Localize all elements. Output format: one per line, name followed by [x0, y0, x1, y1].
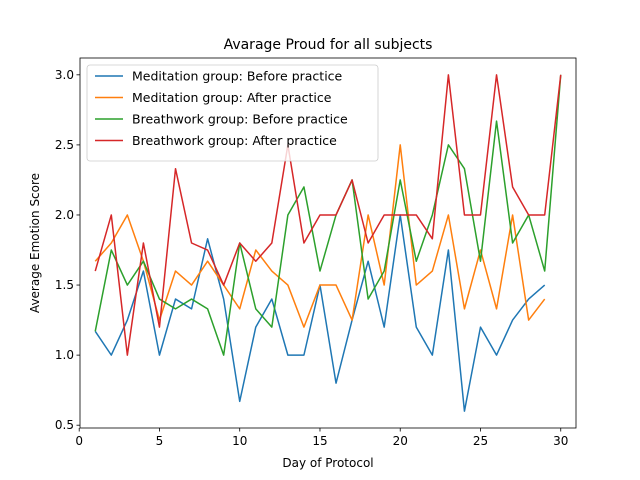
legend-label-4: Breathwork group: After practice [132, 133, 337, 148]
x-tick-label: 15 [312, 434, 327, 448]
y-tick-label: 1.0 [55, 348, 74, 362]
y-tick-label: 2.0 [55, 208, 74, 222]
series-line-2 [94, 144, 546, 328]
plot-frame [79, 57, 577, 429]
y-axis: 0.5 1.0 1.5 2.0 2.5 3.0 [55, 68, 80, 432]
x-axis: 0 5 10 15 20 25 30 [75, 428, 568, 448]
plot-lines [94, 74, 562, 412]
y-tick-label: 2.5 [55, 138, 74, 152]
y-tick-label: 0.5 [55, 418, 74, 432]
y-axis-label: Average Emotion Score [28, 173, 42, 313]
x-tick-label: 5 [156, 434, 164, 448]
legend-label-2: Meditation group: After practice [132, 90, 332, 105]
legend-label-1: Meditation group: Before practice [132, 69, 343, 84]
x-axis-label: Day of Protocol [282, 456, 373, 470]
x-tick-label: 20 [393, 434, 408, 448]
legend-label-3: Breathwork group: Before practice [132, 112, 348, 127]
x-tick-label: 10 [232, 434, 247, 448]
series-line-3 [94, 74, 562, 356]
legend-box [86, 64, 379, 162]
series-line-4 [94, 74, 562, 356]
chart-title: Avarage Proud for all subjects [224, 37, 433, 53]
y-tick-label: 1.5 [55, 278, 74, 292]
x-tick-label: 30 [553, 434, 568, 448]
x-tick-label: 25 [473, 434, 488, 448]
x-tick-label: 0 [75, 434, 83, 448]
y-tick-label: 3.0 [55, 68, 74, 82]
legend: Meditation group: Before practice Meditat… [86, 64, 379, 162]
